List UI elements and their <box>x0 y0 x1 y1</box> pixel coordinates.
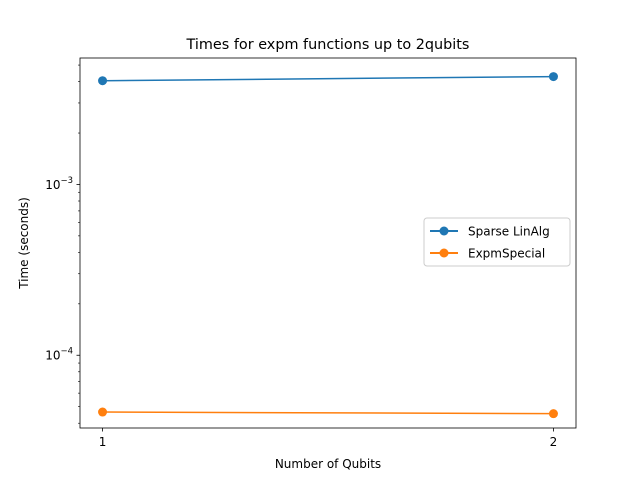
legend-label-expmspecial: ExpmSpecial <box>468 247 545 261</box>
data-point-s0-0 <box>98 76 108 86</box>
legend-entry-sparse-linalg: Sparse LinAlg <box>430 225 550 239</box>
legend-marker-sparse-linalg <box>439 226 449 236</box>
data-point-s1-1 <box>548 409 558 419</box>
series-line-1 <box>102 411 554 415</box>
series-layer <box>98 72 558 419</box>
legend-label-sparse-linalg: Sparse LinAlg <box>468 225 550 239</box>
x-tick-label-0: 1 <box>99 435 107 449</box>
series-line-0 <box>102 75 554 82</box>
legend-entry-expmspecial: ExpmSpecial <box>430 247 545 261</box>
chart-title: Times for expm functions up to 2qubits <box>186 37 470 53</box>
x-tick-label-1: 2 <box>550 435 558 449</box>
y-axis-label: Time (seconds) <box>17 197 31 290</box>
legend-box <box>423 217 571 267</box>
legend: Sparse LinAlg ExpmSpecial <box>423 217 571 267</box>
plot-frame <box>79 57 577 429</box>
data-point-s1-0 <box>98 407 108 417</box>
x-axis-label: Number of Qubits <box>275 457 381 471</box>
legend-marker-expmspecial <box>439 248 449 258</box>
data-point-s0-1 <box>548 72 558 82</box>
